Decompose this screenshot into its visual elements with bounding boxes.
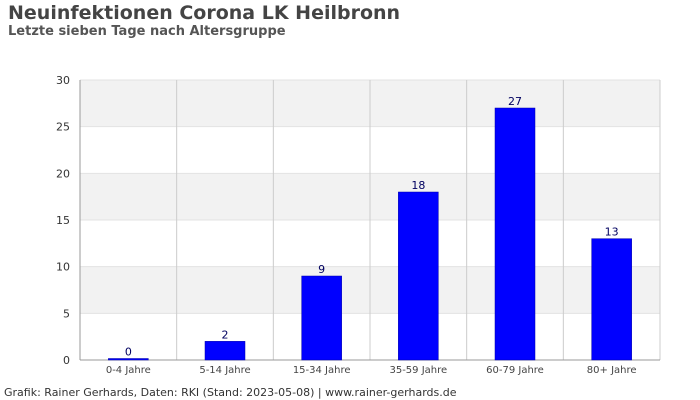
data-label: 13 — [605, 226, 619, 239]
data-label: 2 — [222, 328, 229, 341]
bar — [301, 275, 342, 361]
chart-footer: Grafik: Rainer Gerhards, Daten: RKI (Sta… — [4, 386, 457, 399]
x-tick-label: 5-14 Jahre — [199, 365, 250, 376]
data-label: 9 — [318, 263, 325, 276]
x-tick-label: 15-34 Jahre — [293, 365, 351, 376]
chart-subtitle: Letzte sieben Tage nach Altersgruppe — [8, 24, 286, 39]
data-label: 0 — [125, 346, 132, 359]
bar — [494, 107, 536, 361]
y-tick-label: 20 — [56, 167, 70, 180]
y-tick-label: 30 — [56, 74, 70, 87]
x-tick-label: 80+ Jahre — [587, 365, 637, 376]
x-tick-label: 35-59 Jahre — [389, 365, 447, 376]
bar — [204, 341, 246, 361]
x-tick-label: 0-4 Jahre — [106, 365, 151, 376]
y-tick-label: 10 — [56, 261, 70, 274]
bar — [591, 238, 632, 361]
y-tick-label: 0 — [63, 354, 70, 367]
data-label: 18 — [411, 179, 425, 192]
y-tick-label: 25 — [56, 121, 70, 134]
y-tick-label: 5 — [63, 307, 70, 320]
x-tick-label: 60-79 Jahre — [486, 365, 544, 376]
bar — [108, 358, 149, 361]
y-tick-label: 15 — [56, 214, 70, 227]
bar — [398, 191, 439, 361]
data-label: 27 — [508, 95, 522, 108]
chart-title: Neuinfektionen Corona LK Heilbronn — [8, 2, 401, 24]
